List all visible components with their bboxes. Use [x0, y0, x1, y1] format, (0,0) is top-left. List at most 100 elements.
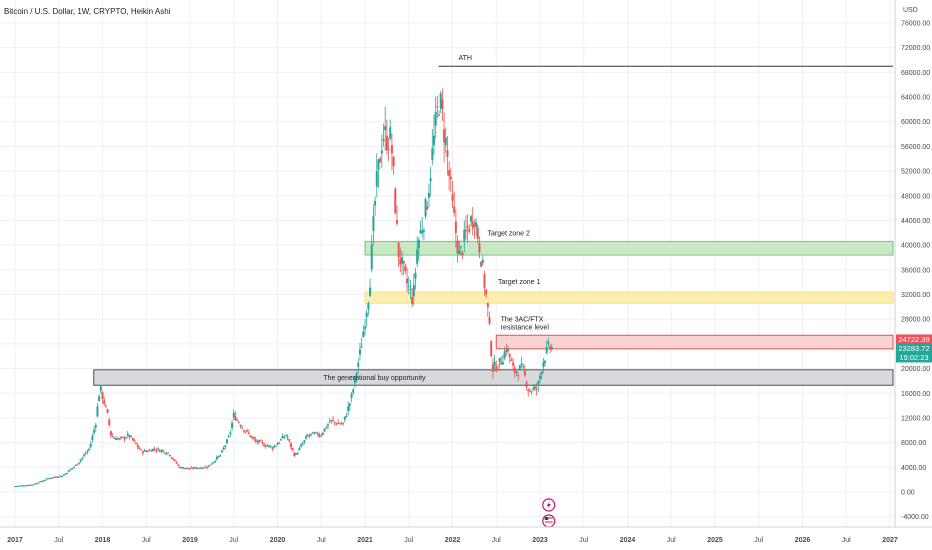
candle-body — [108, 419, 111, 426]
candle-body — [77, 462, 80, 464]
candle-body — [202, 467, 205, 469]
candle-body — [427, 193, 430, 198]
candle-body — [259, 440, 262, 442]
candle-body — [476, 227, 479, 239]
x-tick-label: Jul — [492, 537, 501, 544]
candle-body — [500, 362, 503, 365]
candle-body — [162, 450, 165, 452]
candle-body — [515, 371, 518, 373]
y-tick-label: 48000.00 — [901, 193, 930, 200]
candle-body — [330, 420, 333, 422]
candle-body — [453, 206, 456, 213]
candle-body — [498, 357, 501, 363]
candle-body — [369, 287, 372, 297]
candle-body — [411, 297, 414, 305]
candle-layer — [14, 88, 553, 488]
candle-body — [266, 445, 269, 447]
candle-body — [204, 466, 207, 468]
candle-body — [377, 159, 380, 170]
candle-body — [180, 466, 183, 468]
candle-body — [429, 178, 432, 182]
candle-body — [365, 312, 368, 318]
y-tick-label: 68000.00 — [901, 70, 930, 77]
zone-layer — [93, 240, 894, 386]
candle-body — [286, 436, 289, 438]
currency-label: USD — [903, 7, 918, 14]
us-flag-icon[interactable] — [542, 514, 556, 528]
candle-body — [205, 467, 208, 469]
candle-body — [69, 469, 72, 471]
candle-body — [278, 442, 281, 444]
candle-body — [224, 445, 227, 448]
candle-body — [51, 477, 54, 479]
candle-body — [421, 230, 424, 233]
candle-body — [45, 478, 48, 480]
candle-body — [305, 436, 308, 439]
candle-body — [333, 421, 336, 423]
x-tick-label: 2018 — [95, 537, 111, 544]
candle-body — [143, 450, 146, 452]
candle-body — [35, 483, 38, 485]
candle-body — [360, 346, 363, 348]
candle-body — [249, 435, 252, 438]
candle-body — [173, 459, 176, 461]
candle-body — [419, 230, 422, 234]
candle-body — [158, 450, 161, 452]
candle-body — [481, 259, 484, 264]
candle-body — [446, 150, 449, 157]
zone-rect — [495, 334, 894, 350]
candle-body — [153, 448, 156, 450]
candle-body — [340, 423, 343, 425]
candle-body — [337, 422, 340, 424]
candle-body — [444, 137, 447, 146]
candle-body — [131, 437, 134, 441]
y-tick-label: 16000.00 — [901, 391, 930, 398]
y-tick-label: 56000.00 — [901, 144, 930, 151]
candle-body — [394, 188, 397, 214]
candle-body — [22, 485, 25, 487]
candle-body — [483, 274, 486, 288]
candle-body — [488, 317, 491, 324]
candle-body — [81, 457, 84, 459]
y-tick-label: 0.00 — [901, 490, 915, 497]
candle-body — [550, 347, 553, 350]
candle-body — [113, 437, 116, 439]
candle-body — [372, 215, 375, 232]
candle-body — [215, 456, 218, 460]
candle-body — [513, 367, 516, 373]
candle-body — [99, 386, 102, 392]
candle-body — [146, 451, 149, 453]
candle-body — [271, 447, 274, 449]
candle-body — [109, 431, 112, 436]
candle-body — [284, 435, 287, 437]
candle-body — [226, 439, 229, 444]
candle-body — [64, 473, 67, 475]
price-tag — [896, 352, 932, 363]
candle-body — [323, 428, 326, 432]
candle-body — [345, 416, 348, 418]
candle-body — [151, 448, 154, 451]
y-tick-label: -4000.00 — [901, 514, 929, 521]
candle-body — [308, 435, 311, 437]
candle-body — [347, 406, 350, 412]
candle-body — [222, 447, 225, 450]
candle-body — [458, 250, 461, 255]
candle-body — [34, 483, 37, 485]
candle-body — [84, 453, 87, 455]
candle-body — [439, 93, 442, 109]
candle-body — [140, 449, 143, 451]
candle-body — [364, 326, 366, 329]
candle-body — [547, 341, 550, 344]
candle-body — [242, 430, 245, 432]
candle-body — [227, 436, 230, 438]
candle-body — [183, 468, 186, 470]
candle-body — [505, 349, 508, 353]
candle-body — [54, 476, 57, 478]
candle-body — [182, 467, 185, 469]
candle-body — [234, 415, 237, 421]
candle-body — [29, 484, 32, 486]
grid-layer — [0, 0, 895, 527]
candle-body — [328, 421, 331, 423]
